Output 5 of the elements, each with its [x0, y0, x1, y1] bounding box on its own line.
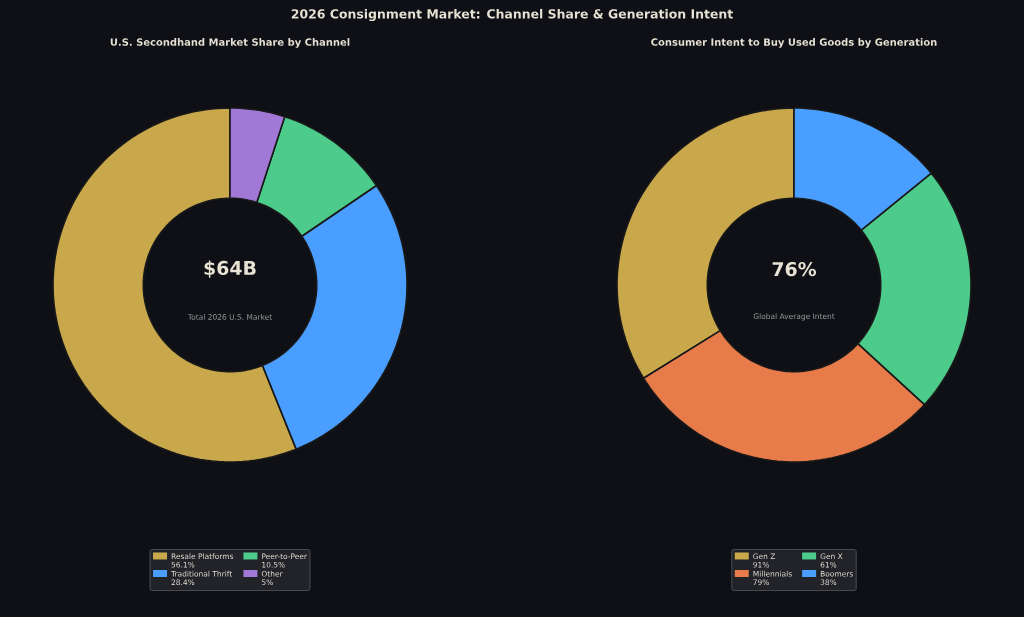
text: $64B: [204, 260, 256, 278]
text: 76%: [772, 261, 817, 277]
chart-subtitle: U.S. Secondhand Market Share by Channel: [110, 38, 350, 48]
chart-title: Consumer Intent to Buy Used Goods by Generation: [651, 38, 937, 48]
text: 2026 Consignment Market: Channel Share & Generation Intent: [291, 8, 733, 22]
